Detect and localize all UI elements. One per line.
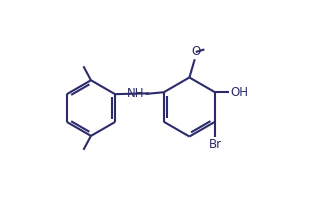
Text: NH: NH [127, 88, 145, 100]
Text: OH: OH [230, 86, 248, 99]
Text: O: O [191, 45, 200, 58]
Text: Br: Br [208, 138, 221, 152]
